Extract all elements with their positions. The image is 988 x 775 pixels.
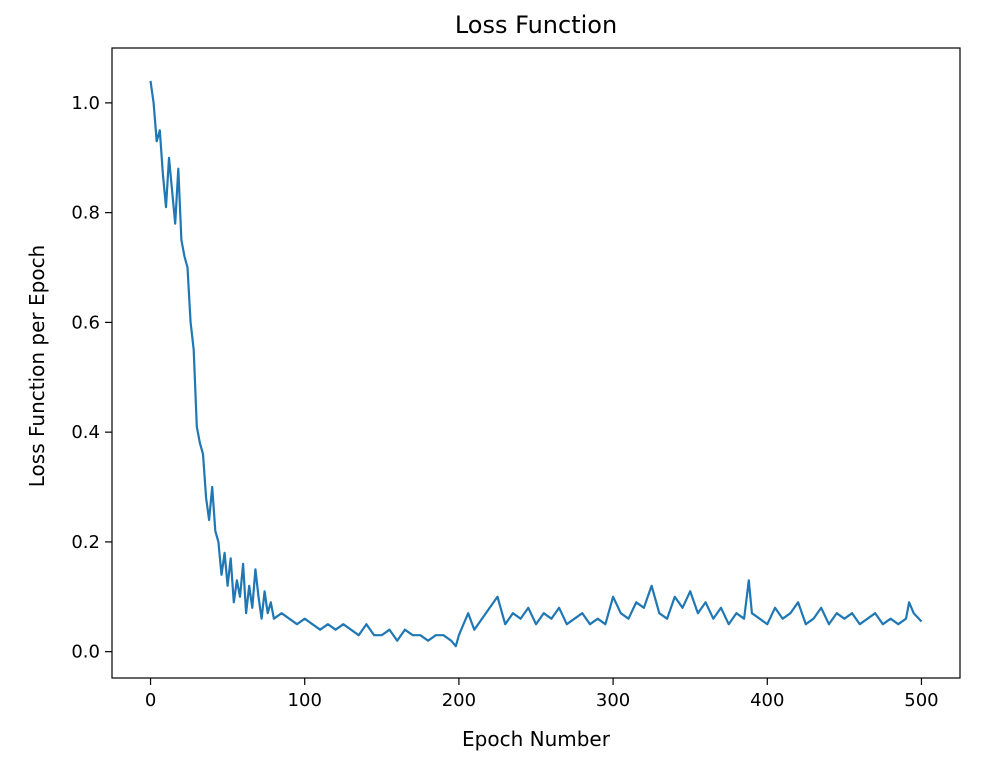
y-tick-label: 0.6 bbox=[71, 312, 100, 333]
x-tick-label: 100 bbox=[288, 690, 322, 711]
series-layer bbox=[149, 80, 923, 648]
chart-title: Loss Function bbox=[455, 11, 617, 39]
y-tick-label: 1.0 bbox=[71, 93, 100, 114]
x-axis-label: Epoch Number bbox=[462, 727, 611, 751]
x-tick-label: 0 bbox=[145, 690, 156, 711]
x-tick-label: 200 bbox=[442, 690, 476, 711]
y-tick-label: 0.2 bbox=[71, 532, 100, 553]
y-axis-label: Loss Function per Epoch bbox=[25, 245, 49, 487]
x-tick-label: 500 bbox=[904, 690, 938, 711]
x-tick-label: 300 bbox=[596, 690, 630, 711]
y-tick-label: 0.0 bbox=[71, 642, 100, 663]
x-tick-label: 400 bbox=[750, 690, 784, 711]
axis-ticks: 0 100 200 300 400 500 0.0 0.2 0.4 0.6 0.8 1.0 bbox=[71, 93, 938, 711]
y-tick-label: 0.4 bbox=[71, 422, 100, 443]
plot-frame bbox=[111, 47, 961, 679]
loss-series-line bbox=[149, 80, 923, 648]
y-tick-label: 0.8 bbox=[71, 203, 100, 224]
